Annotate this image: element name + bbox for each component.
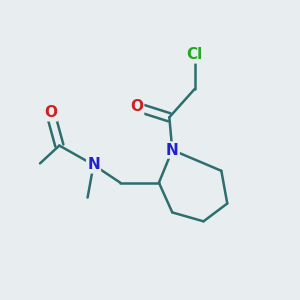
Text: N: N [87, 158, 100, 172]
Text: O: O [130, 99, 143, 114]
Text: O: O [44, 105, 57, 120]
Text: N: N [166, 142, 179, 158]
Text: Cl: Cl [187, 47, 203, 62]
